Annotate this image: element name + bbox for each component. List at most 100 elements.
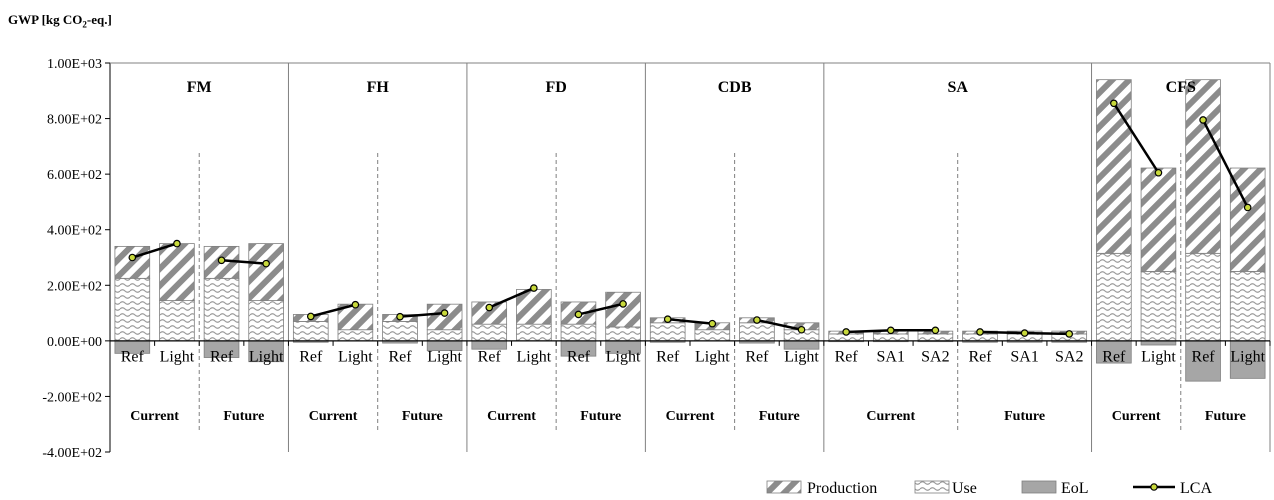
y-tick-label: 4.00E+02 xyxy=(47,224,102,239)
bar-use xyxy=(917,333,954,342)
lca-line xyxy=(756,318,802,331)
bar-use xyxy=(382,321,418,342)
lca-point xyxy=(1199,116,1207,124)
bar-label: SA1 xyxy=(877,349,905,366)
lca-point xyxy=(753,316,761,324)
lca-point xyxy=(128,253,137,262)
y-tick-label: -4.00E+02 xyxy=(42,446,102,461)
group-label: FD xyxy=(545,79,566,96)
bar-production xyxy=(1096,79,1132,254)
lca-point xyxy=(351,300,360,309)
lca-line xyxy=(488,286,535,309)
lca-point xyxy=(886,326,895,335)
bar-label: SA2 xyxy=(1055,349,1083,366)
bar-use xyxy=(739,322,775,342)
y-tick-label: 8.00E+02 xyxy=(47,113,102,128)
bar-label: Light xyxy=(249,349,284,366)
lca-point xyxy=(485,303,494,312)
group-label: FH xyxy=(367,79,390,96)
legend-use-swatch xyxy=(914,480,950,494)
lca-line xyxy=(667,317,713,325)
lca-point xyxy=(217,256,226,265)
bar-label: Light xyxy=(695,349,730,366)
lca-point xyxy=(931,326,940,335)
bar-use xyxy=(872,333,909,342)
bar-label: Ref xyxy=(121,349,145,366)
scenario-label: Current xyxy=(130,409,179,424)
bar-production xyxy=(114,245,151,279)
bar-label: Light xyxy=(784,349,819,366)
scenario-label: Current xyxy=(309,409,358,424)
lca-point xyxy=(440,309,449,317)
legend-label: EoL xyxy=(1061,480,1089,497)
bar-use xyxy=(1229,270,1266,342)
lca-point xyxy=(1020,329,1029,337)
bar-production xyxy=(159,243,195,301)
y-tick-label: 1.00E+03 xyxy=(47,57,102,72)
bar-production xyxy=(605,291,641,328)
bar-label: SA1 xyxy=(1010,349,1038,366)
legend-label: Production xyxy=(807,480,877,497)
bar-use xyxy=(605,326,641,342)
lca-line xyxy=(399,311,445,318)
y-axis-title: GWP [kg CO2-eq.] xyxy=(8,12,112,30)
lca-point xyxy=(530,284,538,292)
bar-label: Ref xyxy=(656,349,680,366)
scenario-label: Current xyxy=(1112,409,1161,424)
scenario-label: Future xyxy=(223,409,264,424)
bar-use xyxy=(560,323,597,342)
bar-use xyxy=(337,329,374,342)
lca-point xyxy=(797,325,806,334)
bar-label: Light xyxy=(1230,349,1265,366)
bar-production xyxy=(1185,79,1221,254)
scenario-label: Current xyxy=(487,409,536,424)
legend-production-swatch xyxy=(766,480,802,494)
bar-label: Ref xyxy=(835,349,859,366)
lca-point xyxy=(262,259,270,268)
lca-point xyxy=(708,319,717,328)
group-label: CFS xyxy=(1166,79,1196,96)
bar-production xyxy=(516,289,552,325)
bar-use xyxy=(292,321,329,342)
lca-point xyxy=(619,300,627,308)
bar-use xyxy=(1096,252,1132,342)
bar-eol xyxy=(1185,340,1221,382)
bar-use xyxy=(159,300,195,342)
bar-label: Ref xyxy=(388,349,412,366)
group-label: SA xyxy=(947,79,968,96)
scenario-label: Current xyxy=(666,409,715,424)
legend-label: LCA xyxy=(1180,480,1212,497)
legend-lca-marker xyxy=(1150,483,1158,491)
lca-line xyxy=(221,259,267,265)
bar-use xyxy=(114,277,151,342)
bar-eol xyxy=(1229,340,1266,379)
bar-use xyxy=(516,323,552,342)
bar-production xyxy=(248,243,284,301)
bar-label: Ref xyxy=(968,349,992,366)
bar-label: Light xyxy=(517,349,552,366)
lca-point xyxy=(1154,168,1163,177)
scenario-label: Future xyxy=(759,409,800,424)
scenario-label: Future xyxy=(1004,409,1045,424)
bar-label: Light xyxy=(427,349,462,366)
lca-line xyxy=(1112,102,1160,174)
bar-label: SA2 xyxy=(921,349,949,366)
bar-production xyxy=(426,303,463,331)
lca-point xyxy=(1065,330,1074,338)
y-tick-label: 0.00E+00 xyxy=(47,335,102,350)
bar-use xyxy=(248,300,284,342)
bar-production xyxy=(1140,167,1177,272)
y-tick-label: -2.00E+02 xyxy=(42,390,102,405)
lca-point xyxy=(306,312,315,321)
y-tick-label: 6.00E+02 xyxy=(47,168,102,183)
lca-point xyxy=(663,315,672,323)
lca-line xyxy=(578,302,624,316)
lca-point xyxy=(842,328,850,336)
scenario-label: Future xyxy=(580,409,621,424)
lca-point xyxy=(1243,203,1252,212)
lca-point xyxy=(396,312,404,321)
lca-point xyxy=(574,310,583,319)
bar-use xyxy=(471,323,508,342)
lca-point xyxy=(976,328,984,336)
